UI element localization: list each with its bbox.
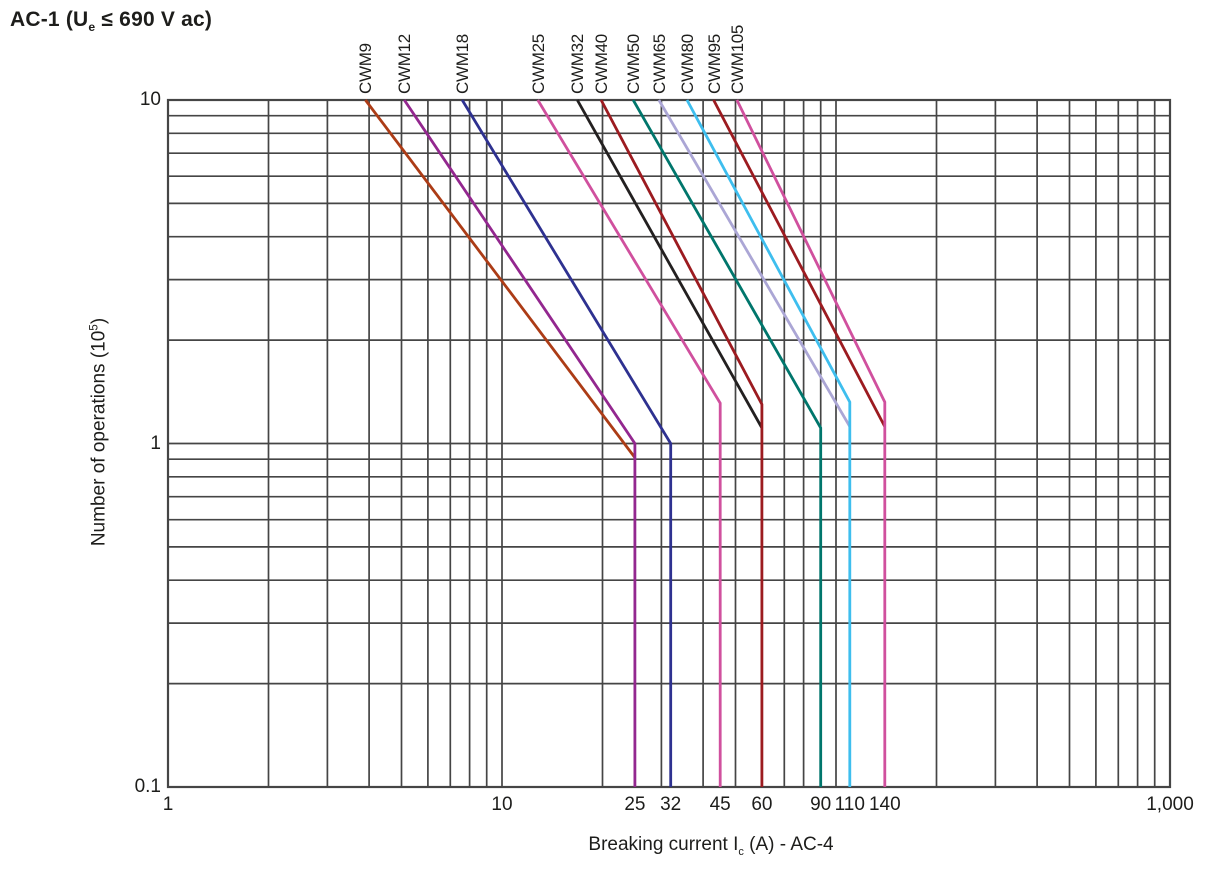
curve-cwm80 xyxy=(685,99,852,787)
y-axis-title: Number of operations (105) xyxy=(87,318,110,546)
x-axis-title-post: (A) - AC-4 xyxy=(743,834,834,856)
y-axis-title-post: ) xyxy=(88,317,110,325)
curve-cwm40 xyxy=(599,99,764,787)
curve-label-cwm18: CWM18 xyxy=(453,34,473,94)
chart-title-post: ≤ 690 V ac) xyxy=(95,8,213,31)
curve-label-cwm95: CWM95 xyxy=(704,34,724,94)
x-axis-title-subscript: c xyxy=(738,845,744,858)
plot-border xyxy=(166,98,1172,789)
curve-cwm25 xyxy=(536,99,722,787)
y-axis-title-superscript: 5 xyxy=(87,324,101,331)
curve-label-cwm65: CWM65 xyxy=(649,34,669,94)
curve-cwm65 xyxy=(657,99,852,428)
curve-label-cwm80: CWM80 xyxy=(677,34,697,94)
x-tick-25: 25 xyxy=(624,794,646,815)
x-tick-45: 45 xyxy=(709,794,731,815)
curve-label-cwm105: CWM105 xyxy=(727,24,747,94)
chart-title: AC-1 (Ue ≤ 690 V ac) xyxy=(10,8,212,34)
y-tick-10: 10 xyxy=(139,89,161,110)
x-tick-90: 90 xyxy=(810,794,832,815)
x-tick-140: 140 xyxy=(868,794,901,815)
x-axis-title: Breaking current Ic (A) - AC-4 xyxy=(588,834,833,858)
chart-title-subscript: e xyxy=(88,20,96,35)
curve-label-cwm50: CWM50 xyxy=(624,34,644,94)
curve-cwm95 xyxy=(712,99,887,428)
x-tick-32: 32 xyxy=(660,794,682,815)
curve-cwm32 xyxy=(576,99,764,429)
x-tick-10: 10 xyxy=(491,794,513,815)
x-tick-1: 1 xyxy=(162,794,174,815)
curve-cwm18 xyxy=(461,99,673,787)
y-axis-title-pre: Number of operations (10 xyxy=(88,330,110,547)
x-tick-110: 110 xyxy=(834,794,865,815)
x-axis-title-pre: Breaking current I xyxy=(588,834,739,856)
curve-cwm12 xyxy=(403,99,637,787)
curve-label-cwm12: CWM12 xyxy=(395,34,415,94)
curve-cwm50 xyxy=(631,99,823,787)
curve-label-cwm40: CWM40 xyxy=(592,34,612,94)
curve-label-cwm32: CWM32 xyxy=(568,34,588,94)
y-tick-1: 1 xyxy=(150,432,161,454)
x-tick-60: 60 xyxy=(751,794,773,815)
grid-lines xyxy=(168,100,1170,787)
chart-title-pre: AC-1 (U xyxy=(10,8,89,31)
curve-cwm105 xyxy=(735,99,887,787)
x-tick-1000: 1,000 xyxy=(1146,794,1194,815)
y-tick-0.1: 0.1 xyxy=(134,776,161,797)
curve-label-cwm25: CWM25 xyxy=(528,34,548,94)
curve-label-cwm9: CWM9 xyxy=(356,43,376,94)
curve-cwm9 xyxy=(364,99,637,459)
